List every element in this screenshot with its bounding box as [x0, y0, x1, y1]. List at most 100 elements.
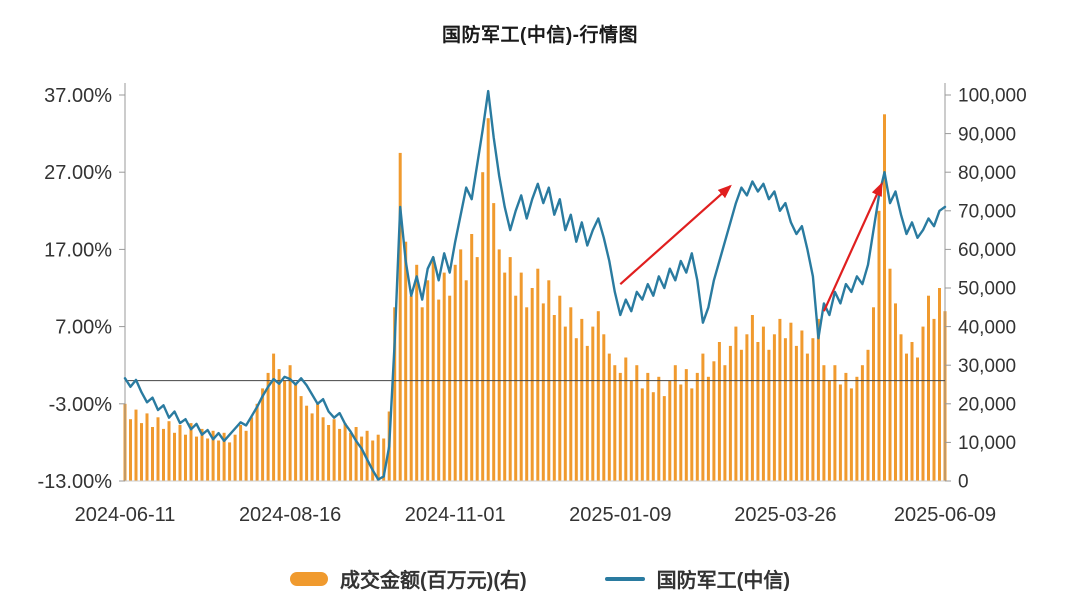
volume-bar [481, 172, 485, 481]
volume-bar [195, 436, 198, 481]
volume-bar [712, 361, 716, 481]
volume-bar [640, 388, 644, 481]
trend-arrow [619, 184, 732, 285]
volume-bar [728, 345, 732, 481]
y-right-tick-label: 10,000 [958, 433, 1016, 454]
volume-bar [250, 417, 254, 481]
volume-bar [800, 330, 804, 481]
volume-bar [283, 380, 287, 481]
volume-bar [596, 311, 600, 481]
volume-bar [222, 432, 226, 482]
volume-bar [129, 419, 132, 481]
x-tick-label: 2024-06-11 [75, 504, 176, 526]
volume-bar [563, 326, 567, 481]
volume-bar [844, 372, 848, 481]
volume-bar [134, 409, 138, 481]
volume-bar [327, 425, 331, 481]
y-left-tick-label: 27.00% [44, 162, 112, 184]
volume-bar [629, 380, 633, 481]
volume-bars [123, 114, 947, 482]
y-right-tick-label: 80,000 [958, 163, 1016, 184]
volume-bar [508, 257, 512, 481]
volume-bar [492, 203, 496, 481]
volume-bar [734, 326, 738, 481]
volume-bar [398, 152, 402, 481]
volume-bar [393, 307, 397, 481]
volume-bar [475, 257, 479, 481]
volume-bar [894, 303, 897, 481]
volume-bar [932, 318, 936, 481]
y-right-tick-label: 0 [958, 472, 969, 493]
volume-bar [442, 272, 446, 481]
volume-swatch-icon [290, 571, 329, 586]
volume-bar [145, 413, 149, 481]
volume-bar [316, 403, 320, 481]
volume-bar [761, 326, 765, 481]
volume-bar [877, 210, 881, 482]
volume-bar [574, 338, 578, 481]
volume-bar [338, 428, 342, 481]
volume-bar [811, 338, 815, 481]
volume-bar [635, 365, 639, 481]
volume-bar [228, 442, 232, 481]
volume-bar [883, 114, 886, 482]
y-left-tick-label: -3.00% [49, 394, 113, 416]
volume-bar [602, 334, 606, 481]
y-left-tick-label: 17.00% [44, 239, 112, 261]
volume-bar [651, 392, 655, 481]
volume-bar [332, 419, 336, 481]
y-left-tick-label: -13.00% [38, 471, 113, 493]
volume-bar [244, 430, 248, 481]
volume-bar [431, 257, 435, 481]
legend-volume-label: 成交金额(百万元)(右) [340, 570, 527, 592]
volume-bar [833, 365, 837, 481]
volume-bar [371, 440, 375, 481]
index-line-swatch-icon [604, 576, 645, 581]
y-right-tick-label: 100,000 [958, 86, 1027, 107]
volume-bar [888, 268, 892, 481]
volume-bar [723, 365, 727, 481]
volume-bar [420, 307, 424, 481]
volume-bar [167, 421, 171, 481]
volume-bar [569, 307, 573, 481]
volume-bar [272, 353, 276, 481]
x-tick-label: 2024-11-01 [405, 504, 506, 526]
volume-bar [239, 425, 243, 481]
volume-bar [849, 388, 853, 481]
legend-index-label: 国防军工(中信) [656, 570, 790, 592]
volume-bar [288, 365, 292, 481]
volume-bar [189, 423, 193, 481]
volume-bar [376, 434, 380, 481]
volume-bar [486, 118, 490, 481]
volume-bar [585, 345, 589, 481]
volume-bar [591, 326, 595, 481]
chart-title: 国防军工(中信)-行情图 [442, 25, 638, 46]
volume-bar [916, 357, 919, 481]
volume-bar [938, 288, 941, 481]
volume-bar [552, 315, 556, 481]
volume-bar [525, 307, 529, 481]
volume-bar [530, 288, 534, 481]
volume-bar [217, 440, 221, 481]
y-right-tick-label: 20,000 [958, 394, 1016, 415]
y-right-tick-label: 70,000 [958, 201, 1016, 222]
volume-bar [519, 272, 523, 481]
volume-bar [448, 295, 452, 481]
volume-bar [409, 295, 413, 481]
volume-bar [756, 342, 760, 481]
volume-bar [662, 396, 666, 481]
volume-bar [266, 372, 270, 481]
volume-bar [695, 372, 699, 481]
volume-bar [827, 380, 831, 481]
volume-bar [717, 342, 721, 481]
volume-bar [822, 365, 826, 481]
y-right-tick-label: 50,000 [958, 279, 1016, 300]
volume-bar [503, 272, 507, 481]
volume-bar [261, 388, 265, 481]
volume-bar [921, 326, 925, 481]
volume-bar [233, 434, 237, 481]
volume-bar [459, 249, 463, 481]
volume-bar [657, 376, 661, 481]
